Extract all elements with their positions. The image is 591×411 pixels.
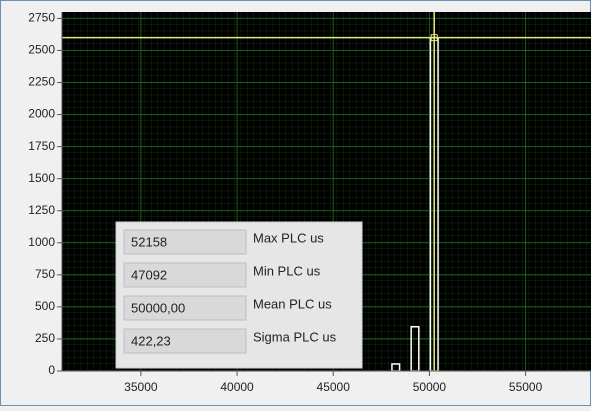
y-tick-label: 750 (35, 267, 55, 281)
y-tick-label: 0 (48, 363, 55, 377)
x-tick-label: 50000 (413, 380, 447, 394)
y-tick-label: 500 (35, 299, 55, 313)
indicator-field (123, 295, 247, 321)
indicator-label: Min PLC us (253, 263, 321, 278)
indicator-panel: 52158 Max PLC us 47092 Min PLC us 50000,00 Me… (115, 221, 363, 369)
indicator-field (123, 328, 247, 354)
indicator-field (123, 262, 247, 288)
y-tick-label: 2000 (28, 107, 55, 121)
cursor-marker (430, 34, 438, 42)
indicator-field (123, 229, 247, 255)
indicator-value: 52158 (131, 234, 167, 249)
indicator-label: Mean PLC us (253, 296, 332, 311)
indicator-label: Max PLC us (253, 230, 324, 245)
y-tick-label: 2250 (28, 75, 55, 89)
indicator-value: 422,23 (131, 333, 171, 348)
y-tick-label: 1250 (28, 203, 55, 217)
x-tick-label: 40000 (220, 380, 254, 394)
indicator-label: Sigma PLC us (253, 329, 337, 344)
y-tick-label: 250 (35, 331, 55, 345)
y-tick-label: 1500 (28, 171, 55, 185)
y-tick-label: 1000 (28, 235, 55, 249)
indicator-value: 50000,00 (131, 300, 185, 315)
x-tick-label: 55000 (509, 380, 543, 394)
indicator-value: 47092 (131, 267, 167, 282)
y-tick-label: 1750 (28, 139, 55, 153)
x-tick-label: 35000 (124, 380, 158, 394)
y-tick-label: 2500 (28, 43, 55, 57)
y-tick-label: 2750 (28, 11, 55, 25)
x-tick-label: 45000 (317, 380, 351, 394)
